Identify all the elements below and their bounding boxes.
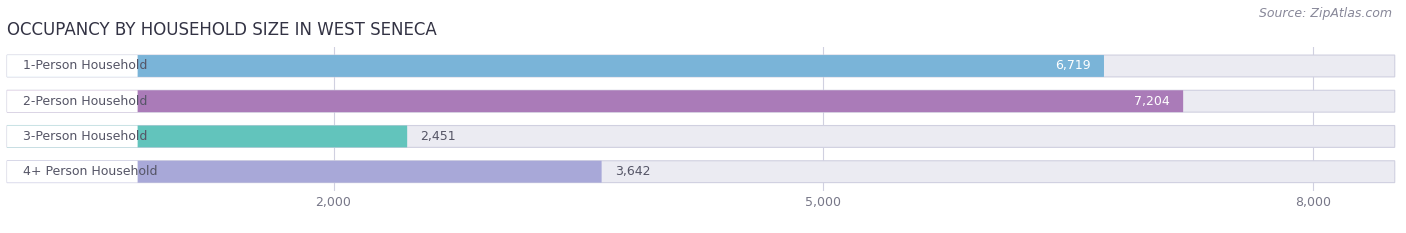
FancyBboxPatch shape bbox=[7, 161, 138, 183]
FancyBboxPatch shape bbox=[7, 90, 138, 112]
Text: 2-Person Household: 2-Person Household bbox=[22, 95, 148, 108]
FancyBboxPatch shape bbox=[7, 55, 1395, 77]
FancyBboxPatch shape bbox=[7, 126, 138, 147]
Text: 1-Person Household: 1-Person Household bbox=[22, 59, 148, 72]
FancyBboxPatch shape bbox=[7, 90, 1184, 112]
FancyBboxPatch shape bbox=[7, 126, 408, 147]
Text: Source: ZipAtlas.com: Source: ZipAtlas.com bbox=[1258, 7, 1392, 20]
FancyBboxPatch shape bbox=[7, 55, 138, 77]
FancyBboxPatch shape bbox=[7, 90, 1395, 112]
FancyBboxPatch shape bbox=[7, 55, 1104, 77]
FancyBboxPatch shape bbox=[7, 161, 602, 183]
Text: 7,204: 7,204 bbox=[1135, 95, 1170, 108]
Text: 3-Person Household: 3-Person Household bbox=[22, 130, 148, 143]
Text: 2,451: 2,451 bbox=[420, 130, 456, 143]
FancyBboxPatch shape bbox=[7, 161, 1395, 183]
Text: OCCUPANCY BY HOUSEHOLD SIZE IN WEST SENECA: OCCUPANCY BY HOUSEHOLD SIZE IN WEST SENE… bbox=[7, 21, 437, 39]
FancyBboxPatch shape bbox=[7, 126, 1395, 147]
Text: 3,642: 3,642 bbox=[614, 165, 650, 178]
Text: 4+ Person Household: 4+ Person Household bbox=[22, 165, 157, 178]
Text: 6,719: 6,719 bbox=[1056, 59, 1091, 72]
